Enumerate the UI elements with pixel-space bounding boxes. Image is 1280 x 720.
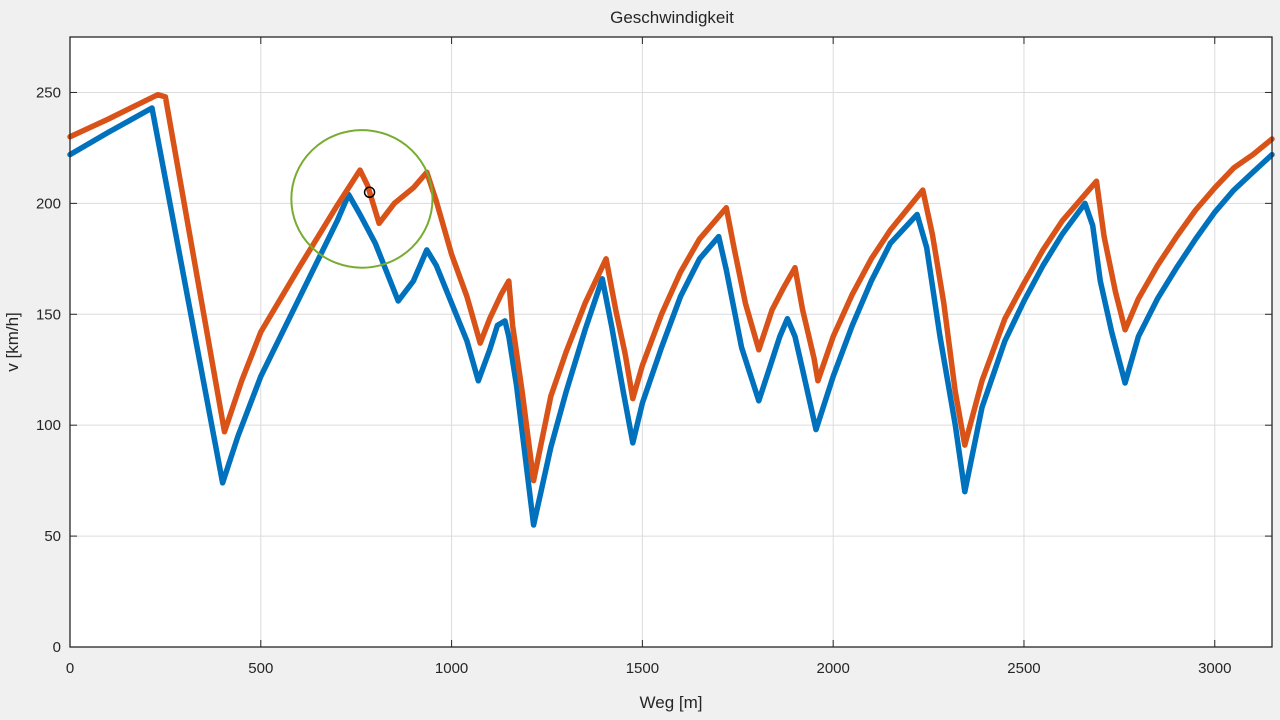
plot-frame (69, 36, 1273, 648)
ticks (69, 37, 1272, 648)
y-axis-label: v [km/h] (3, 312, 22, 372)
highlight-ellipse (290, 129, 434, 269)
x-tick-label: 1500 (626, 660, 659, 677)
series-layer (67, 91, 1275, 528)
x-axis-label: Weg [m] (640, 693, 703, 712)
x-tick-label: 0 (66, 660, 74, 677)
y-tick-label: 150 (36, 306, 61, 323)
plot-background (70, 37, 1272, 647)
y-tick-label: 200 (36, 195, 61, 212)
x-tick-label: 2000 (816, 660, 849, 677)
series-line-2 (67, 91, 1275, 484)
x-tick-label: 1000 (435, 660, 468, 677)
y-tick-label: 0 (53, 639, 61, 656)
plot-area (67, 36, 1275, 648)
y-tick-label: 250 (36, 84, 61, 101)
x-tick-labels: 0 500 1000 1500 2000 2500 3000 (66, 660, 1232, 677)
y-tick-labels: 0 50 100 150 200 250 (36, 84, 61, 656)
y-tick-label: 50 (44, 528, 61, 545)
x-tick-label: 3000 (1198, 660, 1231, 677)
y-tick-label: 100 (36, 417, 61, 434)
x-tick-label: 2500 (1007, 660, 1040, 677)
series-line-1 (67, 105, 1275, 528)
x-tick-label: 500 (248, 660, 273, 677)
annotation-layer (290, 129, 434, 269)
data-marker (363, 186, 376, 199)
chart-title: Geschwindigkeit (610, 8, 734, 27)
